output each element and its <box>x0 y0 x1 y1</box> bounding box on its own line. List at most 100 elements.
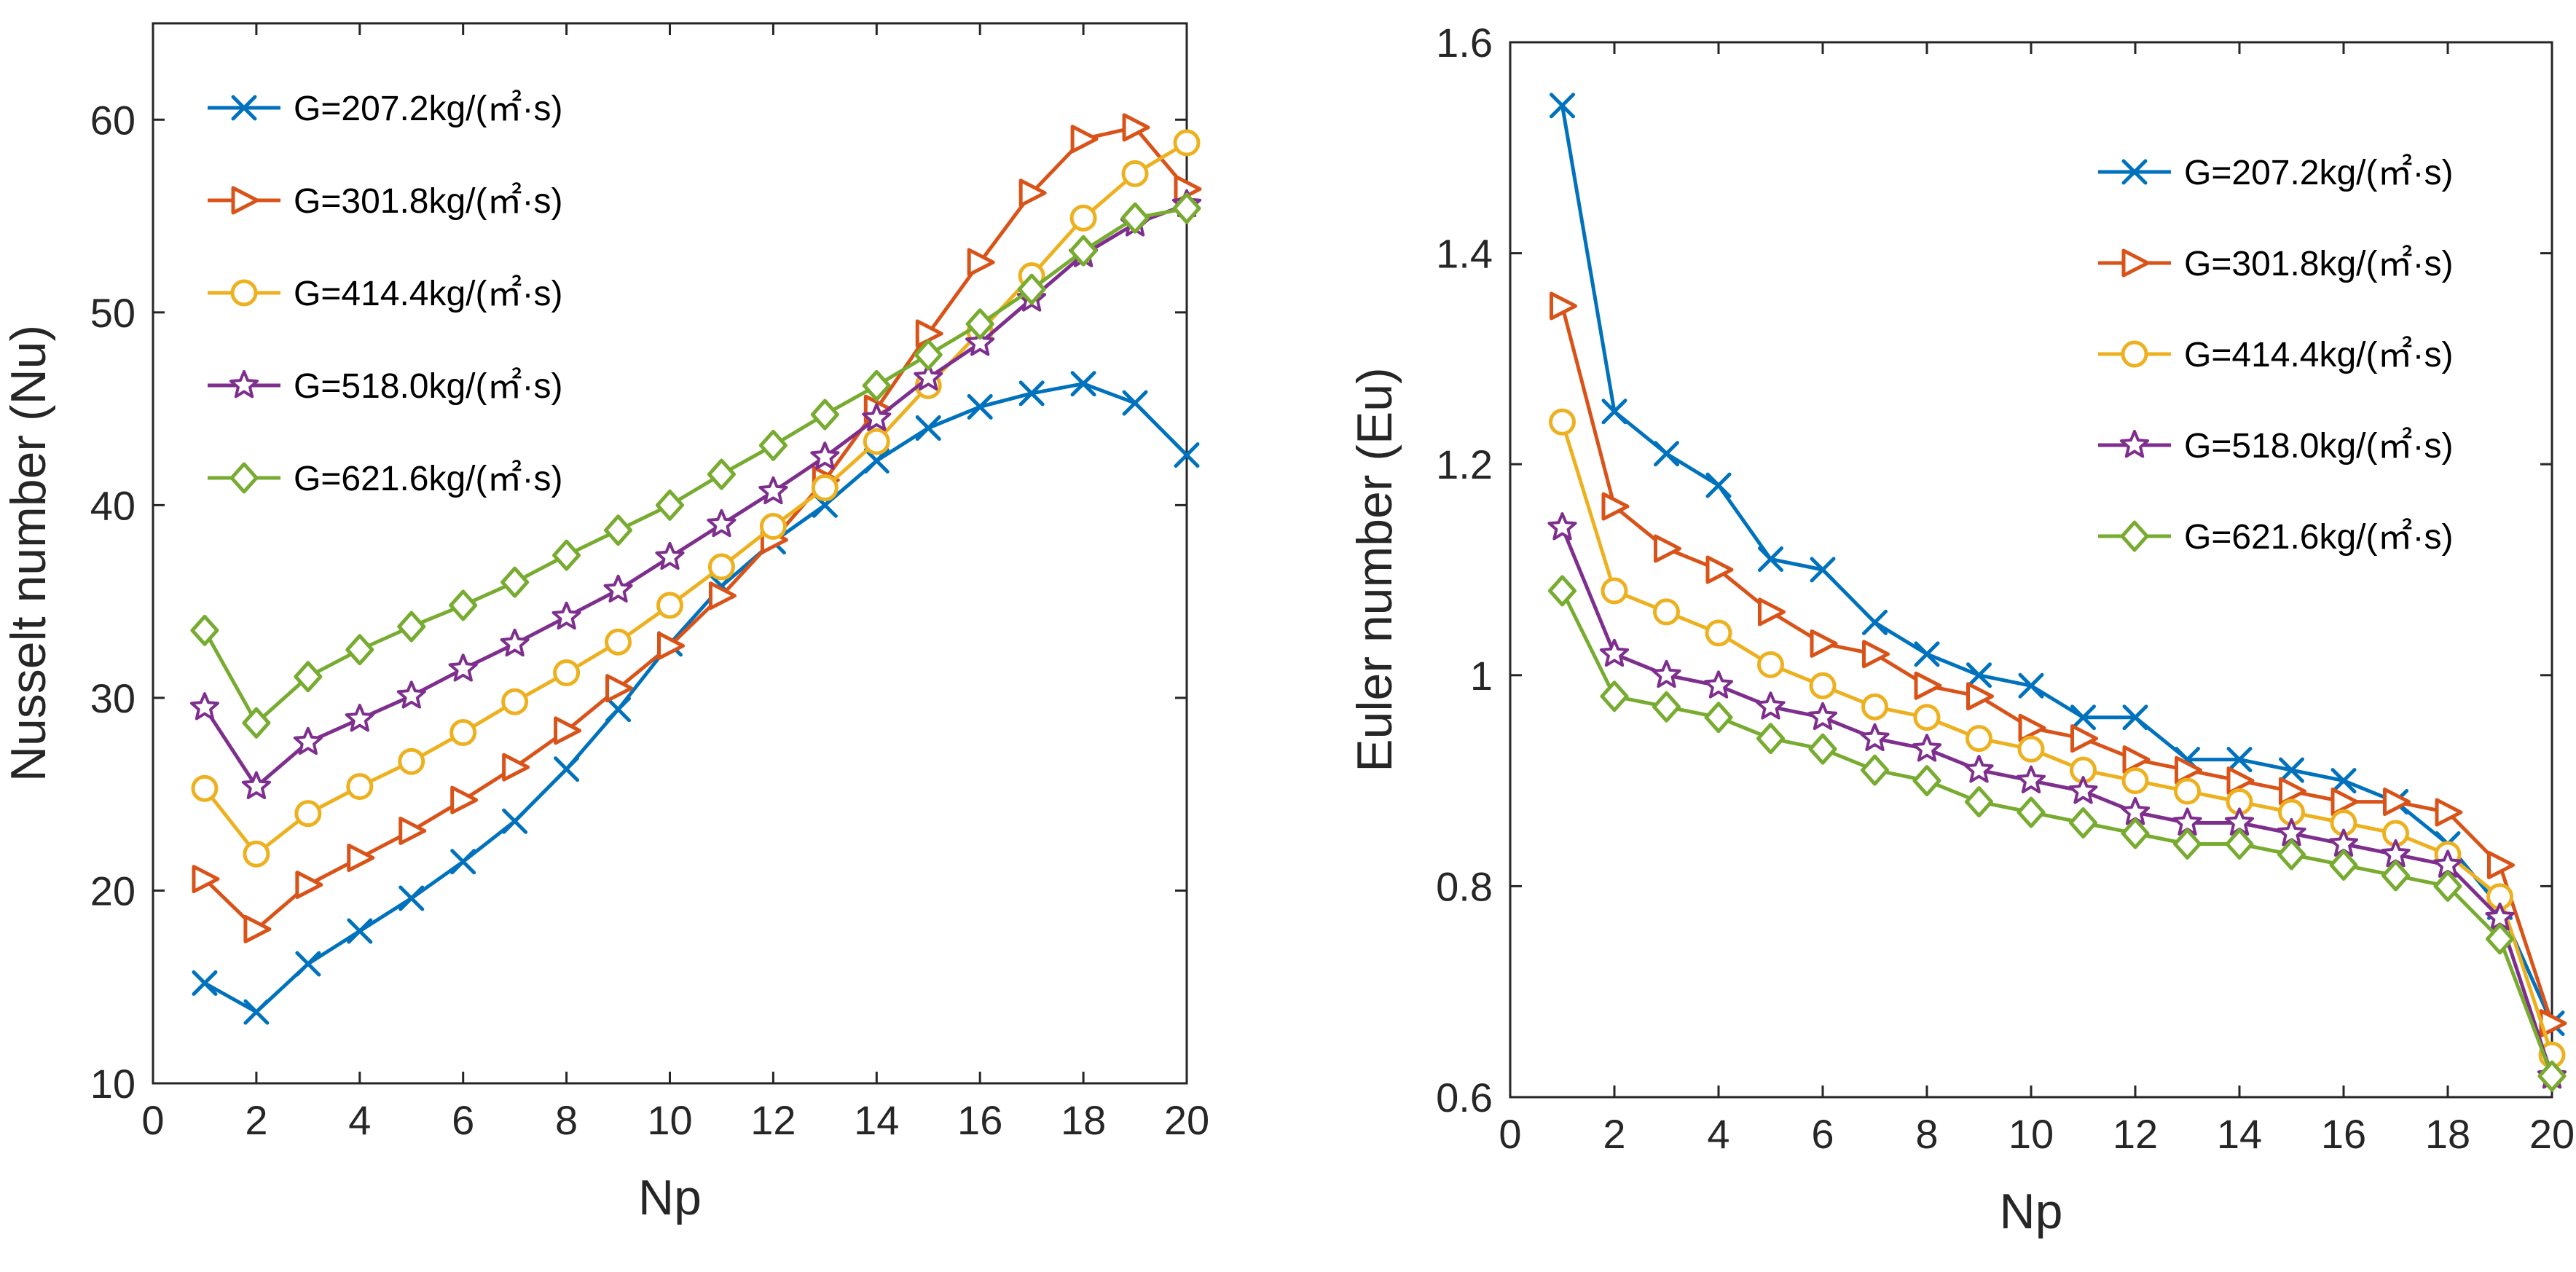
data-point <box>398 885 425 911</box>
data-point <box>396 680 426 709</box>
data-point <box>1861 754 1889 786</box>
x-tick-label: 14 <box>2217 1111 2262 1157</box>
data-point <box>1070 125 1099 154</box>
data-point <box>2487 850 2515 879</box>
data-point <box>241 771 271 799</box>
y-tick-label: 30 <box>90 675 136 721</box>
data-point <box>347 843 375 872</box>
data-point <box>1600 680 1629 712</box>
y-tick-label: 1.4 <box>1436 231 1493 277</box>
data-point <box>551 601 581 630</box>
x-tick-label: 2 <box>1603 1111 1625 1157</box>
data-point <box>2070 704 2096 731</box>
y-tick-label: 1.2 <box>1436 441 1493 487</box>
data-point <box>605 628 632 656</box>
x-tick-label: 20 <box>1164 1097 1209 1143</box>
y-tick-label: 60 <box>90 97 136 143</box>
x-tick-label: 16 <box>957 1097 1002 1143</box>
legend-entry-label: G=414.4kg/(㎡·s) <box>294 275 562 313</box>
x-tick-label: 8 <box>555 1097 578 1143</box>
data-point <box>2226 766 2255 796</box>
data-point <box>2068 776 2098 804</box>
data-point <box>500 566 530 598</box>
chart-1: 0 2 4 6 8 10 12 14 16 18 20 10 20 30 40 50 60 Np Nusselt n… <box>1 22 1209 1225</box>
legend-marker <box>230 279 258 307</box>
data-point <box>1966 725 1992 753</box>
data-point <box>1809 672 1837 699</box>
data-point <box>1652 691 1681 723</box>
data-point <box>2017 796 2046 828</box>
data-point <box>2018 672 2044 699</box>
data-point <box>965 308 994 340</box>
x-tick-label: 6 <box>1811 1111 1834 1157</box>
data-point <box>759 512 787 540</box>
y-tick-label: 0.6 <box>1436 1075 1493 1120</box>
legend-marker <box>2121 159 2148 185</box>
chart-2: 0 2 4 6 8 10 12 14 16 18 20 0.6 0.8 1 1.2 1.4 1.6 Np Euler… <box>1347 20 2575 1239</box>
data-point <box>346 773 374 801</box>
data-point <box>2433 870 2462 902</box>
x-tick-label: 2 <box>245 1097 267 1143</box>
data-point <box>967 393 993 420</box>
data-point <box>189 692 219 721</box>
data-point <box>1122 113 1150 142</box>
data-point <box>398 747 425 775</box>
series-2 <box>192 113 1202 943</box>
data-point <box>243 840 270 868</box>
data-point <box>863 448 890 474</box>
data-point <box>1807 702 1838 731</box>
data-point <box>1862 640 1890 669</box>
data-point <box>604 514 633 546</box>
data-point <box>397 611 426 643</box>
data-point <box>2069 807 2097 839</box>
data-point <box>1121 160 1149 187</box>
data-point <box>1018 380 1045 407</box>
data-point <box>2018 713 2046 742</box>
data-point <box>1914 671 1942 700</box>
data-point <box>2070 724 2098 753</box>
data-point <box>1069 204 1097 232</box>
data-point <box>1912 734 1942 762</box>
data-point <box>1653 598 1680 626</box>
data-point <box>192 865 220 894</box>
data-point <box>1810 629 1838 658</box>
data-point <box>707 553 735 581</box>
x-tick-label: 12 <box>2113 1111 2158 1157</box>
data-point <box>862 369 891 401</box>
data-point <box>810 399 839 431</box>
data-point <box>1703 670 1734 699</box>
data-point <box>1017 273 1046 305</box>
data-point <box>1756 691 1786 720</box>
data-point <box>914 339 943 371</box>
y-tick-label: 50 <box>90 290 136 336</box>
y-tick-label: 10 <box>90 1061 136 1107</box>
data-point <box>1601 399 1627 425</box>
data-point <box>2435 798 2463 827</box>
data-point <box>2175 755 2202 785</box>
data-point <box>707 509 737 538</box>
data-point <box>915 415 941 441</box>
data-point <box>1547 512 1577 541</box>
data-point <box>2173 828 2202 860</box>
data-point <box>1018 178 1047 208</box>
data-point <box>553 659 581 687</box>
data-point <box>758 429 788 461</box>
data-point <box>450 849 476 875</box>
data-point <box>448 653 478 682</box>
data-point <box>1654 441 1679 467</box>
x-tick-label: 18 <box>1061 1097 1106 1143</box>
data-point <box>293 726 323 755</box>
data-point <box>295 871 323 900</box>
data-point <box>758 476 788 505</box>
data-point <box>2122 745 2151 774</box>
data-point <box>605 674 634 703</box>
data-point <box>242 707 271 739</box>
legend-entry-label: G=207.2kg/(㎡·s) <box>294 90 562 128</box>
legend-entry-label: G=207.2kg/(㎡·s) <box>2184 154 2453 192</box>
data-point <box>2381 860 2410 892</box>
x-tick-label: 0 <box>1499 1111 1521 1157</box>
data-point <box>345 704 374 732</box>
legend-entry-label: G=621.6kg/(㎡·s) <box>2184 518 2453 557</box>
data-point <box>398 816 427 845</box>
data-point <box>1654 534 1681 563</box>
